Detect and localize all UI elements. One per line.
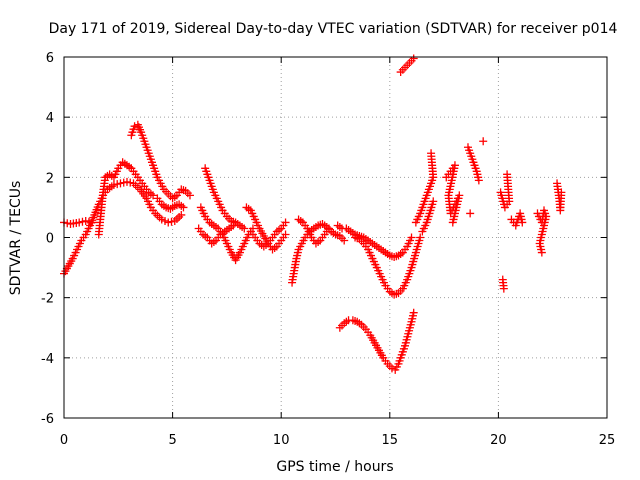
data-point xyxy=(407,233,416,242)
data-point xyxy=(503,170,512,179)
data-point xyxy=(409,308,418,317)
y-tick-label: -2 xyxy=(41,292,54,307)
data-point xyxy=(518,218,527,227)
data-point xyxy=(537,248,546,257)
x-tick-label: 10 xyxy=(273,433,290,448)
data-point xyxy=(177,210,186,219)
y-tick-label: -6 xyxy=(41,412,54,427)
data-point xyxy=(479,137,488,146)
tick-labels: 0 5 10 15 20 25 -6 -4 -2 0 2 4 6 xyxy=(41,51,615,448)
data-point xyxy=(240,224,249,233)
data-point xyxy=(474,176,483,185)
data-point xyxy=(149,191,158,200)
data-point xyxy=(429,197,438,206)
data-point xyxy=(324,224,333,233)
data-point xyxy=(340,236,349,245)
x-tick-label: 15 xyxy=(382,433,399,448)
data-series xyxy=(60,54,566,374)
data-point xyxy=(281,218,290,227)
x-tick-label: 25 xyxy=(599,433,616,448)
data-point xyxy=(499,284,508,293)
data-point xyxy=(229,221,238,230)
y-tick-label: 0 xyxy=(46,232,54,247)
y-axis-label: SDTVAR / TECUs xyxy=(8,181,24,296)
data-point xyxy=(409,54,418,63)
data-point xyxy=(185,191,194,200)
data-point xyxy=(448,218,457,227)
y-tick-label: 2 xyxy=(46,171,54,186)
x-tick-label: 5 xyxy=(168,433,176,448)
chart-title: Day 171 of 2019, Sidereal Day-to-day VTE… xyxy=(49,21,618,37)
grid xyxy=(64,57,607,418)
x-tick-label: 20 xyxy=(490,433,507,448)
y-tick-label: 4 xyxy=(46,111,54,126)
data-point xyxy=(466,209,475,218)
x-axis-label: GPS time / hours xyxy=(276,459,393,475)
data-point xyxy=(557,188,566,197)
data-point xyxy=(416,233,425,242)
y-tick-label: 6 xyxy=(46,51,54,66)
y-tick-label: -4 xyxy=(41,352,54,367)
plot-frame xyxy=(63,56,608,419)
data-point xyxy=(427,149,436,158)
x-tick-label: 0 xyxy=(60,433,68,448)
data-point xyxy=(179,203,188,212)
data-point xyxy=(281,230,290,239)
